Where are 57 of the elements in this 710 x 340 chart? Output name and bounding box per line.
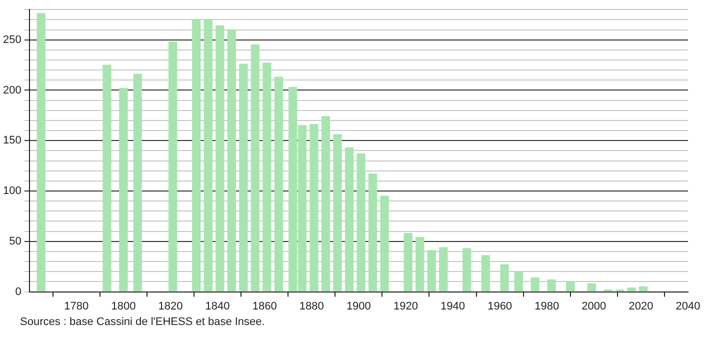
bar — [274, 76, 284, 292]
bar — [638, 286, 648, 292]
bar — [604, 289, 612, 292]
bar — [404, 233, 412, 292]
x-tick-label: 1960 — [488, 300, 512, 312]
x-tick-label: 1800 — [111, 300, 136, 312]
y-tick-label: 100 — [2, 185, 22, 198]
bar — [439, 247, 448, 292]
bar — [627, 287, 636, 292]
x-tick-label: 2000 — [582, 300, 606, 312]
bar — [587, 283, 596, 292]
x-tick-label: 2040 — [676, 300, 700, 312]
y-tick-label: 200 — [2, 84, 22, 96]
bar — [310, 124, 318, 292]
bar — [36, 13, 46, 292]
bar — [380, 196, 389, 292]
bar — [239, 64, 248, 292]
x-tick-label: 1840 — [205, 300, 230, 312]
y-tick-label: 150 — [2, 134, 22, 147]
bar — [204, 19, 212, 292]
y-tick-label: 0 — [15, 286, 22, 298]
bar — [514, 271, 523, 292]
bar — [321, 116, 330, 292]
bar — [462, 248, 472, 292]
y-tick-label: 250 — [2, 34, 22, 46]
bar — [566, 281, 575, 292]
bar — [168, 42, 178, 292]
bar — [416, 237, 424, 292]
x-tick-label: 1880 — [299, 300, 324, 312]
bar — [102, 64, 112, 292]
x-tick-label: 1780 — [64, 300, 89, 312]
bar — [547, 279, 556, 292]
x-tick-label: 1860 — [252, 300, 277, 312]
bar — [333, 134, 342, 292]
bar — [133, 74, 142, 292]
bar — [356, 153, 366, 292]
bar — [530, 277, 540, 292]
x-tick-label: 2020 — [628, 300, 654, 312]
x-tick-label: 1980 — [534, 300, 560, 312]
x-tick-label: 1920 — [393, 300, 418, 312]
bar — [227, 29, 236, 292]
bar — [344, 147, 354, 292]
x-tick-label: 1940 — [440, 300, 466, 312]
y-tick-label: 50 — [9, 235, 22, 248]
bar — [615, 289, 624, 292]
bar — [500, 264, 509, 292]
bar — [192, 19, 201, 292]
bar — [262, 62, 272, 292]
x-tick-label: 1900 — [346, 300, 371, 312]
bar — [216, 25, 224, 292]
bar — [481, 255, 490, 292]
source-note: Sources : base Cassini de l'EHESS et base Insee. — [20, 316, 266, 328]
bar — [119, 88, 128, 292]
bar — [427, 250, 436, 292]
bar — [250, 44, 260, 292]
x-tick-label: 1820 — [158, 300, 183, 312]
bar — [368, 174, 378, 292]
